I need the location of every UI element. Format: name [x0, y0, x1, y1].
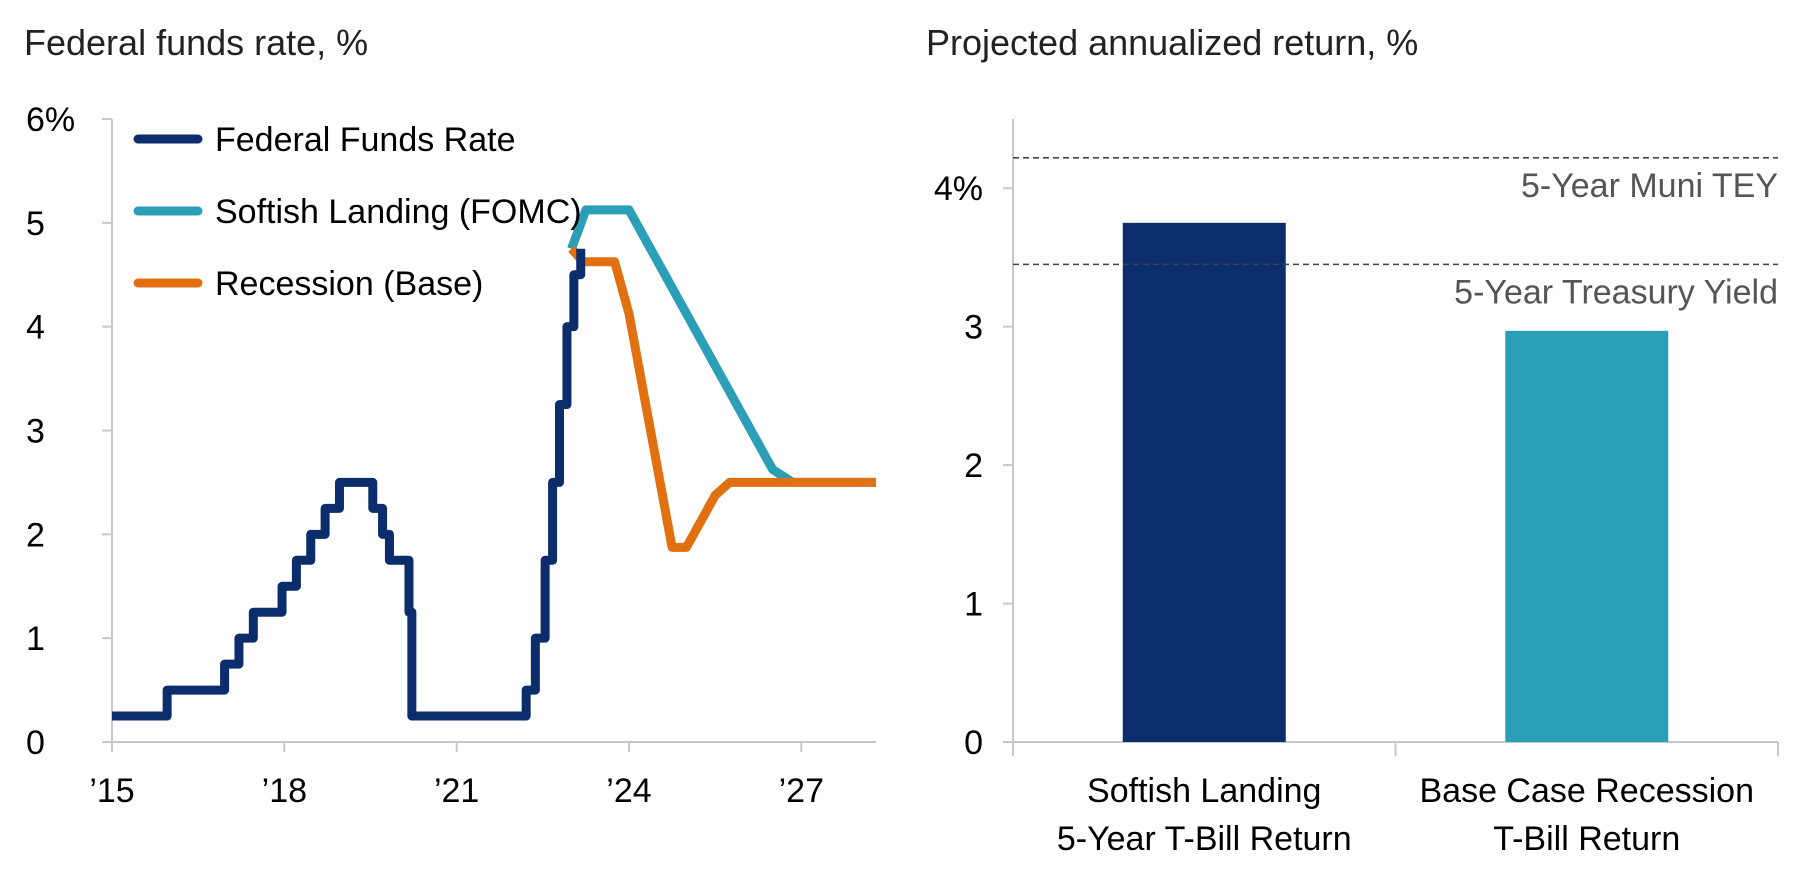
left-x-tick-label: ’21	[434, 772, 479, 810]
category-label: T-Bill Return	[1493, 820, 1680, 858]
right-chart-title: Projected annualized return, %	[926, 22, 1419, 63]
left-chart-title: Federal funds rate, %	[24, 22, 369, 63]
left-y-tick-label: 4	[26, 309, 45, 347]
left-x-tick-label: ’18	[262, 772, 307, 810]
left-y-tick-label: 1	[26, 620, 45, 658]
bar	[1505, 330, 1669, 742]
bar	[1122, 222, 1286, 743]
category-label: Base Case Recession	[1419, 772, 1754, 810]
right-y-tick-label: 3	[964, 309, 983, 347]
legend-label: Recession (Base)	[215, 265, 483, 303]
series-line-recession-base	[568, 245, 876, 552]
series-line-federal-funds-rate	[112, 248, 586, 721]
left-x-tick-label: ’27	[779, 772, 824, 810]
left-y-tick-label: 6%	[26, 101, 75, 139]
left-y-tick-label: 5	[26, 205, 45, 243]
left-x-tick-label: ’15	[89, 772, 134, 810]
right-y-tick-label: 1	[964, 586, 983, 624]
legend-label: Softish Landing (FOMC)	[215, 193, 582, 231]
category-label: 5-Year T-Bill Return	[1057, 820, 1352, 858]
legend-label: Federal Funds Rate	[215, 121, 516, 159]
series-line-softish-landing	[567, 205, 876, 487]
left-x-tick-label: ’24	[606, 772, 651, 810]
category-label: Softish Landing	[1087, 772, 1321, 810]
right-y-tick-label: 0	[964, 724, 983, 762]
right-y-tick-label: 4%	[934, 170, 983, 208]
reference-line-label: 5-Year Treasury Yield	[1454, 273, 1778, 311]
left-y-tick-label: 3	[26, 413, 45, 451]
right-y-tick-label: 2	[964, 447, 983, 485]
reference-line-label: 5-Year Muni TEY	[1521, 167, 1778, 205]
left-y-tick-label: 0	[26, 724, 45, 762]
left-y-tick-label: 2	[26, 516, 45, 554]
